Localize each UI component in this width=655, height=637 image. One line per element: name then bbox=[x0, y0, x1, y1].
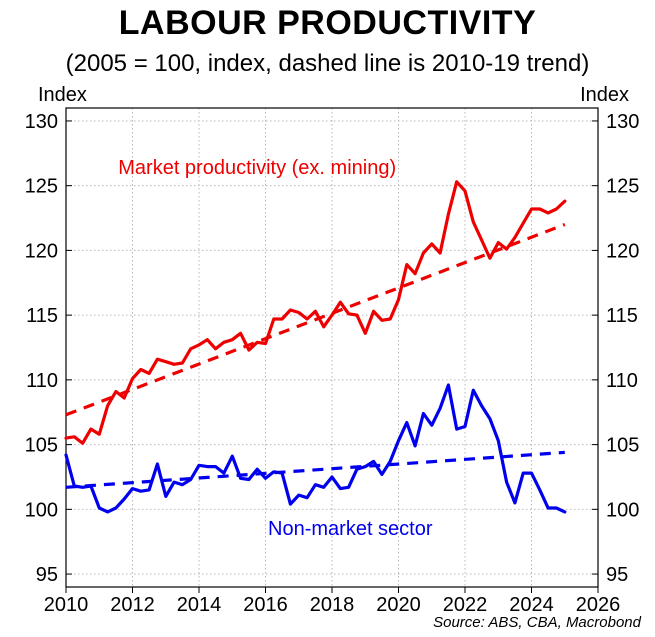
y-tick-label-left: 100 bbox=[25, 499, 58, 521]
series-line-market-productivity-trend-2010-19 bbox=[65, 223, 566, 417]
x-tick-label: 2018 bbox=[310, 594, 355, 616]
series-annotation: Market productivity (ex. mining) bbox=[118, 157, 396, 179]
x-tick-label: 2020 bbox=[376, 594, 421, 616]
y-tick-label-right: 110 bbox=[606, 370, 638, 392]
y-tick-label-left: 115 bbox=[26, 305, 58, 327]
y-tick-label-right: 120 bbox=[606, 240, 639, 262]
series-line-non-market-trend-2010-19 bbox=[65, 450, 565, 489]
y-tick-label-left: 130 bbox=[25, 111, 58, 133]
chart-title: LABOUR PRODUCTIVITY bbox=[118, 4, 537, 42]
x-tick-label: 2012 bbox=[110, 594, 155, 616]
x-tick-label: 2026 bbox=[576, 594, 621, 616]
x-tick-label: 2016 bbox=[243, 594, 288, 616]
x-tick-label: 2014 bbox=[177, 594, 222, 616]
x-tick-label: 2022 bbox=[443, 594, 488, 616]
y-tick-label-right: 130 bbox=[606, 111, 639, 133]
y-tick-label-left: 95 bbox=[36, 564, 58, 586]
y-tick-label-right: 125 bbox=[606, 176, 639, 198]
chart-subtitle: (2005 = 100, index, dashed line is 2010-… bbox=[65, 50, 590, 77]
y-tick-label-left: 120 bbox=[25, 240, 58, 262]
series-line-market-productivity-ex-mining bbox=[64, 180, 567, 445]
y-tick-label-right: 115 bbox=[606, 305, 638, 327]
y-tick-label-left: 125 bbox=[25, 176, 58, 198]
y-tick-label-left: 110 bbox=[26, 370, 58, 392]
x-tick-label: 2010 bbox=[44, 594, 89, 616]
plot-frame bbox=[65, 107, 599, 588]
series-line-non-market-sector bbox=[64, 383, 567, 514]
x-tick-label: 2024 bbox=[509, 594, 554, 616]
series-annotation: Non-market sector bbox=[268, 518, 433, 540]
y-tick-label-right: 95 bbox=[606, 564, 628, 586]
y-axis-label-left: Index bbox=[38, 84, 87, 106]
y-tick-label-left: 105 bbox=[25, 435, 58, 457]
y-tick-label-right: 100 bbox=[606, 499, 639, 521]
y-axis-label-right: Index bbox=[580, 84, 629, 106]
y-tick-label-right: 105 bbox=[606, 435, 639, 457]
source-note: Source: ABS, CBA, Macrobond bbox=[433, 614, 641, 631]
